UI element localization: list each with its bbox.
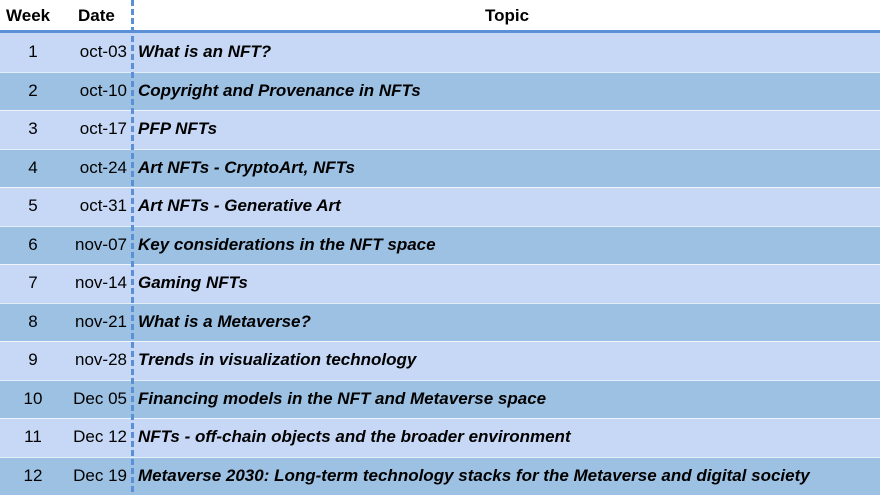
table-row: 9 nov-28 Trends in visualization technolog… <box>0 341 880 380</box>
row-separator <box>0 148 880 150</box>
date-cell: oct-24 <box>79 157 127 177</box>
topic-text: Financing models in the NFT and Metavers… <box>138 388 547 408</box>
date-cell: nov-07 <box>75 234 127 254</box>
topic-cell: NFTs - off-chain objects and the broader… <box>134 418 880 457</box>
topic-cell: PFP NFTs <box>134 110 880 149</box>
date-cell: Dec 05 <box>73 388 127 408</box>
column-divider <box>131 0 134 495</box>
row-separator <box>0 71 880 73</box>
topic-text: PFP NFTs <box>138 119 218 139</box>
table-row: 1 oct-03 What is an NFT? <box>0 33 880 72</box>
table-row: 12 Dec 19 Metaverse 2030: Long-term techno… <box>0 456 880 495</box>
topic-cell: Financing models in the NFT and Metavers… <box>134 380 880 419</box>
table-row: 11 Dec 12 NFTs - off-chain objects and the… <box>0 418 880 457</box>
header-topic: Topic <box>484 6 530 25</box>
topic-cell: Art NFTs - Generative Art <box>134 187 880 226</box>
row-separator <box>0 264 880 265</box>
date-cell: nov-28 <box>75 350 127 370</box>
header-week: Week <box>6 6 51 25</box>
topic-text: Gaming NFTs <box>138 273 248 293</box>
table-row: 4 oct-24 Art NFTs - CryptoArt, NFTs <box>0 148 880 188</box>
date-cell: oct-31 <box>79 196 127 216</box>
topic-cell: Copyright and Provenance in NFTs <box>134 72 880 111</box>
topic-text: Copyright and Provenance in NFTs <box>138 80 421 100</box>
row-separator <box>0 418 880 419</box>
row-separator <box>0 379 880 381</box>
topic-cell: Art NFTs - CryptoArt, NFTs <box>134 149 880 188</box>
row-separator <box>0 341 880 342</box>
row-separator <box>0 456 880 458</box>
week-cell: 11 <box>24 427 42 447</box>
topic-text: Trends in visualization technology <box>138 350 417 370</box>
date-cell: Dec 12 <box>73 427 127 447</box>
topic-cell: Gaming NFTs <box>134 264 880 303</box>
topic-cell: What is a Metaverse? <box>134 303 880 342</box>
topic-text: Key considerations in the NFT space <box>138 234 436 254</box>
table-row: 10 Dec 05 Financing models in the NFT and … <box>0 379 880 419</box>
row-separator <box>0 302 880 304</box>
date-cell: oct-10 <box>79 80 127 100</box>
table-row: 2 oct-10 Copyright and Provenance in NFTs <box>0 71 880 111</box>
week-cell: 3 <box>28 119 38 139</box>
topic-text: NFTs - off-chain objects and the broader… <box>138 427 571 447</box>
date-cell: nov-21 <box>75 311 127 331</box>
topic-text: Art NFTs - Generative Art <box>138 196 341 216</box>
week-cell: 1 <box>28 42 38 62</box>
week-cell: 2 <box>28 80 38 100</box>
topic-text: Metaverse 2030: Long-term technology sta… <box>138 465 810 485</box>
week-cell: 4 <box>28 157 38 177</box>
week-cell: 9 <box>28 350 38 370</box>
topic-cell: What is an NFT? <box>134 33 880 72</box>
date-cell: oct-03 <box>79 42 127 62</box>
row-separator <box>0 187 880 188</box>
week-cell: 5 <box>28 196 38 216</box>
week-cell: 8 <box>28 311 38 331</box>
row-separator <box>0 110 880 111</box>
table-header: Week Date Topic <box>0 0 880 32</box>
topic-text: Art NFTs - CryptoArt, NFTs <box>138 157 355 177</box>
table-row: 5 oct-31 Art NFTs - Generative Art <box>0 187 880 226</box>
topic-text: What is a Metaverse? <box>138 311 311 331</box>
topic-cell: Key considerations in the NFT space <box>134 226 880 265</box>
topic-text: What is an NFT? <box>138 42 272 62</box>
topic-cell: Metaverse 2030: Long-term technology sta… <box>134 457 880 495</box>
date-cell: Dec 19 <box>73 465 127 485</box>
date-cell: nov-14 <box>75 273 127 293</box>
date-cell: oct-17 <box>79 119 127 139</box>
header-date: Date <box>78 6 115 25</box>
table-row: 8 nov-21 What is a Metaverse? <box>0 302 880 342</box>
table-row: 6 nov-07 Key considerations in the NFT spa… <box>0 225 880 265</box>
table-row: 7 nov-14 Gaming NFTs <box>0 264 880 303</box>
topic-cell: Trends in visualization technology <box>134 341 880 380</box>
week-cell: 6 <box>28 234 38 254</box>
row-separator <box>0 225 880 227</box>
week-cell: 12 <box>23 465 43 485</box>
week-cell: 10 <box>23 388 43 408</box>
table-row: 3 oct-17 PFP NFTs <box>0 110 880 149</box>
week-cell: 7 <box>28 273 38 293</box>
header-rule <box>0 30 880 33</box>
